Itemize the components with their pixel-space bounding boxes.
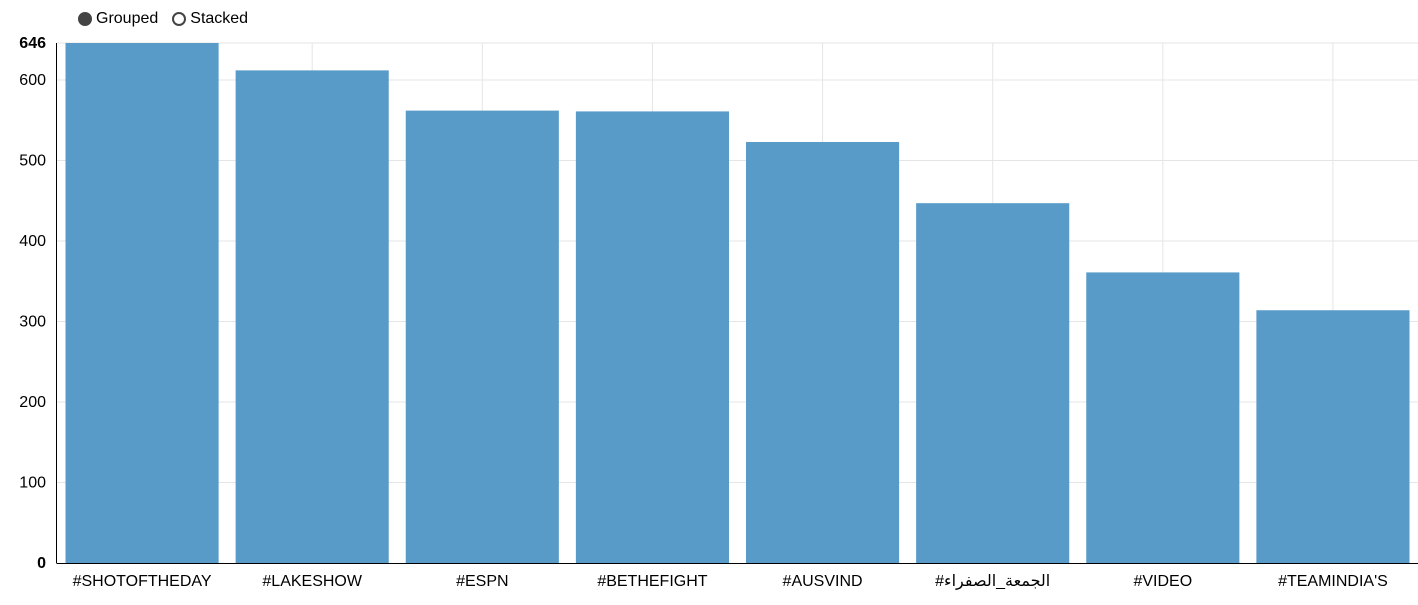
grouped-option[interactable]: Grouped <box>78 10 158 28</box>
y-tick-label: 300 <box>19 314 46 331</box>
x-tick-label: #SHOTOFTHEDAY <box>73 573 212 590</box>
bar <box>235 70 389 564</box>
bar <box>746 142 900 564</box>
x-tick-label: #TEAMINDIA'S <box>1278 573 1388 590</box>
bar <box>405 110 559 564</box>
bar <box>1256 310 1410 563</box>
x-tick-label: #VIDEO <box>1133 573 1192 590</box>
bar <box>65 43 219 563</box>
chart-mode-controls: Grouped Stacked <box>78 8 262 30</box>
y-tick-label: 100 <box>19 475 46 492</box>
x-tick-label: #ESPN <box>456 573 508 590</box>
x-tick-label: #الجمعة_الصفراء <box>935 573 1050 591</box>
bar <box>1086 272 1240 563</box>
stacked-label: Stacked <box>190 10 249 27</box>
x-tick-label: #BETHEFIGHT <box>597 573 707 590</box>
y-tick-label: 400 <box>19 233 46 250</box>
x-tick-label: #LAKESHOW <box>262 573 362 590</box>
stacked-radio-icon[interactable] <box>172 12 187 26</box>
bar <box>916 203 1070 563</box>
y-tick-label: 600 <box>19 72 46 89</box>
bar <box>575 111 729 563</box>
y-tick-label: 200 <box>19 394 46 411</box>
bars <box>65 43 1410 564</box>
grouped-radio-icon[interactable] <box>78 12 92 26</box>
grouped-label: Grouped <box>96 10 159 27</box>
y-tick-label: 0 <box>37 555 46 572</box>
x-tick-label: #AUSVIND <box>783 573 863 590</box>
y-tick-label: 500 <box>19 153 46 170</box>
axis-labels: 0 100 200 300 400 500 600 646 #SHOTOFTHEDAY #LAKE… <box>19 35 1388 591</box>
stacked-option[interactable]: Stacked <box>172 10 248 28</box>
axes <box>56 43 1418 564</box>
y-tick-label: 646 <box>19 35 46 52</box>
